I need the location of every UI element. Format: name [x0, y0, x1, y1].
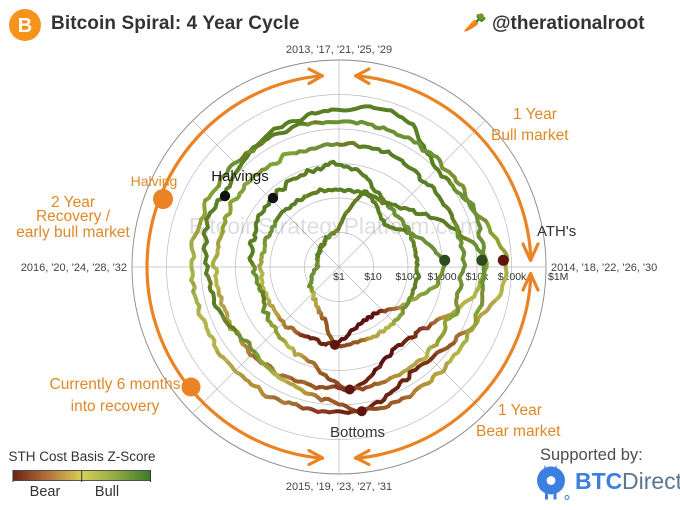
svg-text:2014, '18, '22, '26, '30: 2014, '18, '22, '26, '30	[551, 262, 657, 274]
svg-text:1 Year: 1 Year	[498, 402, 542, 419]
svg-text:1 Year: 1 Year	[513, 106, 557, 123]
svg-text:ATH's: ATH's	[537, 223, 576, 240]
svg-text:into recovery: into recovery	[71, 398, 160, 415]
svg-text:Halvings: Halvings	[211, 168, 269, 185]
svg-text:2015, '19, '23, '27, '31: 2015, '19, '23, '27, '31	[286, 481, 392, 493]
svg-text:$10: $10	[364, 271, 382, 283]
svg-text:2013, '17, '21, '25, '29: 2013, '17, '21, '25, '29	[286, 44, 392, 56]
svg-text:$1: $1	[333, 271, 345, 283]
svg-text:Bottoms: Bottoms	[330, 424, 385, 441]
svg-text:Recovery /: Recovery /	[36, 208, 111, 225]
svg-text:Bear market: Bear market	[476, 423, 561, 440]
svg-text:Halving: Halving	[131, 173, 178, 189]
svg-text:Currently 6 months: Currently 6 months	[50, 376, 181, 393]
svg-text:Bull market: Bull market	[491, 127, 569, 144]
svg-text:early bull market: early bull market	[16, 224, 130, 241]
svg-text:2016, '20, '24, '28, '32: 2016, '20, '24, '28, '32	[21, 262, 127, 274]
